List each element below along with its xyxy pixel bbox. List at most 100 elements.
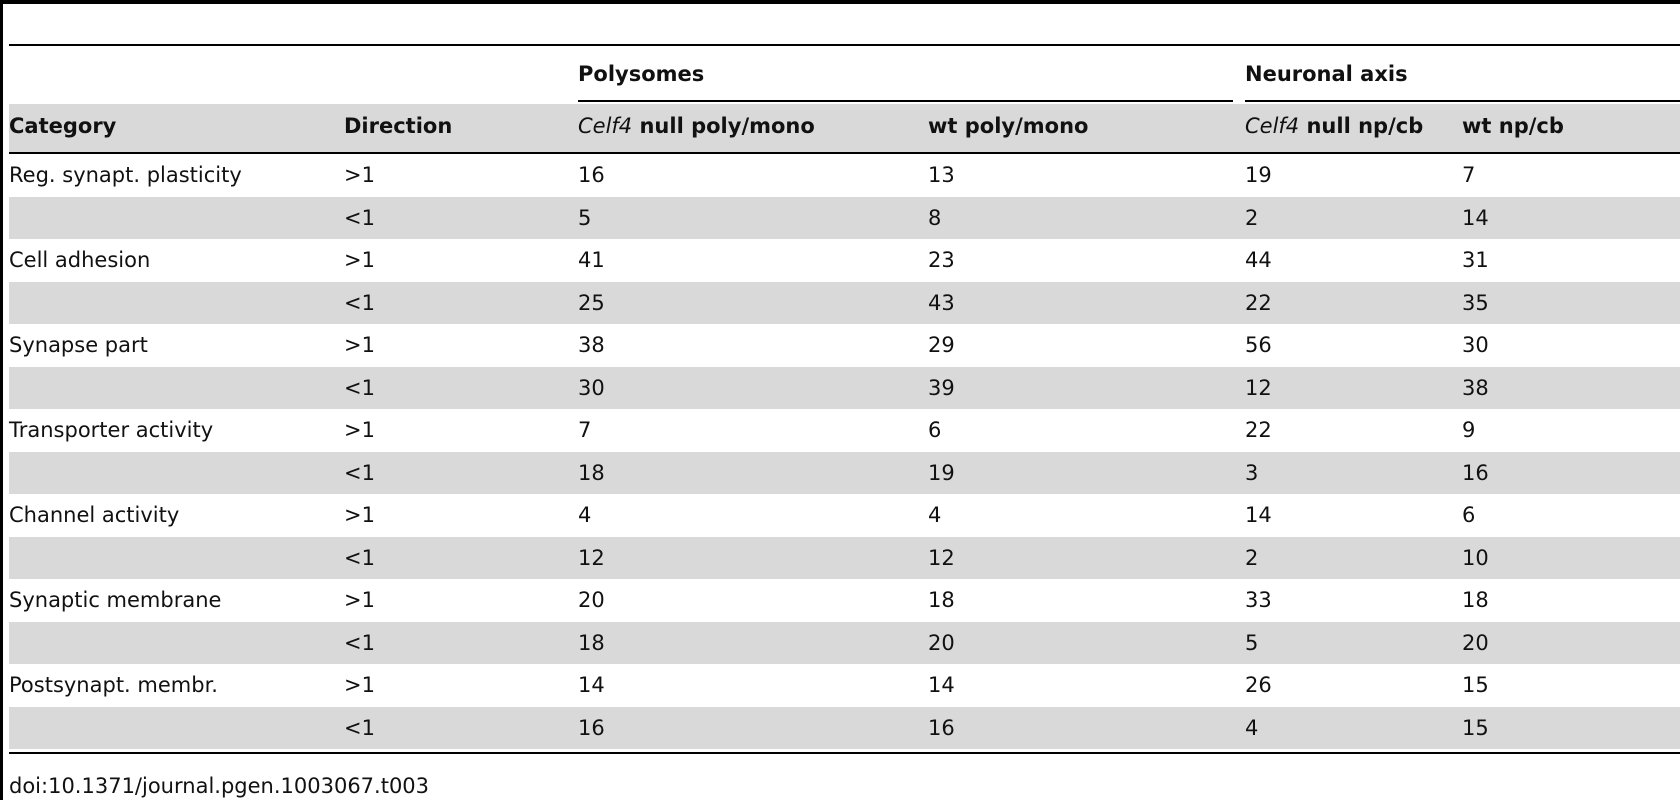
cell-wt-np-cb: 30 <box>1462 333 1489 357</box>
cell-wt-poly-mono: 19 <box>928 460 955 485</box>
header-category: Category <box>9 114 117 138</box>
table-body: Reg. synapt. plasticity >1 16 13 19 7 <1 5 8 2 14 C… <box>9 154 1680 749</box>
cell-direction: <1 <box>344 630 375 655</box>
cell-wt-poly-mono: 18 <box>928 588 955 612</box>
header-wt-np-cb: wt np/cb <box>1462 114 1564 138</box>
cell-direction: >1 <box>344 248 375 272</box>
cell-wt-poly-mono: 16 <box>928 715 955 740</box>
cell-category: Transporter activity <box>9 418 214 442</box>
group-polysomes: Polysomes <box>578 62 705 86</box>
table-row: <1 18 20 5 20 <box>9 621 1680 664</box>
group-header-row: Polysomes Neuronal axis <box>9 46 1680 102</box>
cell-direction: <1 <box>344 545 375 570</box>
cell-celf4-null-poly-mono: 18 <box>578 630 605 655</box>
cell-celf4-null-np-cb: 33 <box>1245 588 1272 612</box>
cell-wt-np-cb: 31 <box>1462 248 1489 272</box>
table-top-rule <box>9 44 1680 46</box>
cell-category: Postsynapt. membr. <box>9 673 218 697</box>
table-row: <1 5 8 2 14 <box>9 196 1680 239</box>
cell-celf4-null-np-cb: 26 <box>1245 673 1272 697</box>
table-row: Synaptic membrane >1 20 18 33 18 <box>9 579 1680 622</box>
cell-wt-poly-mono: 4 <box>928 503 942 527</box>
cell-wt-np-cb: 20 <box>1462 630 1489 655</box>
cell-wt-np-cb: 10 <box>1462 545 1489 570</box>
cell-celf4-null-poly-mono: 12 <box>578 545 605 570</box>
cell-wt-poly-mono: 23 <box>928 248 955 272</box>
cell-category: Synapse part <box>9 333 148 357</box>
table-row: <1 12 12 2 10 <box>9 536 1680 579</box>
cell-direction: <1 <box>344 205 375 230</box>
group-polysomes-rule <box>578 100 1233 102</box>
cell-wt-np-cb: 38 <box>1462 375 1489 400</box>
cell-wt-poly-mono: 13 <box>928 163 955 187</box>
gene-name-celf4: Celf4 <box>578 114 633 138</box>
cell-wt-np-cb: 9 <box>1462 418 1476 442</box>
left-border-rule <box>0 0 3 800</box>
cell-category: Reg. synapt. plasticity <box>9 163 242 187</box>
cell-wt-np-cb: 16 <box>1462 460 1489 485</box>
header-direction: Direction <box>344 114 453 138</box>
cell-celf4-null-np-cb: 2 <box>1245 545 1259 570</box>
cell-direction: >1 <box>344 673 375 697</box>
cell-direction: >1 <box>344 418 375 442</box>
cell-celf4-null-np-cb: 4 <box>1245 715 1259 740</box>
cell-direction: >1 <box>344 588 375 612</box>
doi-caption: doi:10.1371/journal.pgen.1003067.t003 <box>9 774 430 798</box>
cell-wt-poly-mono: 12 <box>928 545 955 570</box>
cell-wt-poly-mono: 43 <box>928 290 955 315</box>
cell-wt-poly-mono: 29 <box>928 333 955 357</box>
cell-celf4-null-poly-mono: 41 <box>578 248 605 272</box>
cell-celf4-null-np-cb: 44 <box>1245 248 1272 272</box>
table-row: <1 25 43 22 35 <box>9 281 1680 324</box>
table-row: Channel activity >1 4 4 14 6 <box>9 494 1680 537</box>
cell-direction: >1 <box>344 503 375 527</box>
cell-wt-np-cb: 14 <box>1462 205 1489 230</box>
header-celf4-null-poly-mono: Celf4 null poly/mono <box>578 114 815 138</box>
cell-celf4-null-poly-mono: 38 <box>578 333 605 357</box>
header-celf4-null-np-cb: Celf4 null np/cb <box>1245 114 1424 138</box>
table-bottom-rule <box>9 752 1680 754</box>
header-wt-poly-mono: wt poly/mono <box>928 114 1089 138</box>
cell-celf4-null-poly-mono: 30 <box>578 375 605 400</box>
cell-celf4-null-np-cb: 22 <box>1245 418 1272 442</box>
cell-category: Synaptic membrane <box>9 588 222 612</box>
group-neuronal-axis-rule <box>1245 100 1680 102</box>
cell-celf4-null-np-cb: 2 <box>1245 205 1259 230</box>
cell-category: Channel activity <box>9 503 180 527</box>
table-row: Transporter activity >1 7 6 22 9 <box>9 409 1680 452</box>
gene-name-celf4: Celf4 <box>1245 114 1300 138</box>
table-row: <1 16 16 4 15 <box>9 706 1680 749</box>
cell-celf4-null-np-cb: 56 <box>1245 333 1272 357</box>
cell-celf4-null-np-cb: 5 <box>1245 630 1259 655</box>
cell-wt-poly-mono: 14 <box>928 673 955 697</box>
cell-celf4-null-np-cb: 14 <box>1245 503 1272 527</box>
cell-celf4-null-poly-mono: 20 <box>578 588 605 612</box>
cell-celf4-null-poly-mono: 14 <box>578 673 605 697</box>
cell-direction: >1 <box>344 163 375 187</box>
cell-wt-poly-mono: 8 <box>928 205 942 230</box>
cell-wt-poly-mono: 39 <box>928 375 955 400</box>
cell-celf4-null-poly-mono: 16 <box>578 715 605 740</box>
cell-direction: <1 <box>344 460 375 485</box>
cell-wt-np-cb: 35 <box>1462 290 1489 315</box>
cell-celf4-null-np-cb: 3 <box>1245 460 1259 485</box>
table-row: Synapse part >1 38 29 56 30 <box>9 324 1680 367</box>
cell-celf4-null-poly-mono: 4 <box>578 503 592 527</box>
cell-direction: <1 <box>344 375 375 400</box>
cell-celf4-null-poly-mono: 18 <box>578 460 605 485</box>
cell-direction: <1 <box>344 715 375 740</box>
top-thick-rule <box>0 0 1680 4</box>
cell-wt-poly-mono: 20 <box>928 630 955 655</box>
table-row: <1 18 19 3 16 <box>9 451 1680 494</box>
cell-celf4-null-np-cb: 19 <box>1245 163 1272 187</box>
cell-wt-np-cb: 6 <box>1462 503 1476 527</box>
table-row: Reg. synapt. plasticity >1 16 13 19 7 <box>9 154 1680 197</box>
cell-celf4-null-poly-mono: 16 <box>578 163 605 187</box>
cell-wt-np-cb: 18 <box>1462 588 1489 612</box>
cell-category: Cell adhesion <box>9 248 151 272</box>
cell-wt-np-cb: 7 <box>1462 163 1476 187</box>
cell-direction: <1 <box>344 290 375 315</box>
table-row: Postsynapt. membr. >1 14 14 26 15 <box>9 664 1680 707</box>
cell-direction: >1 <box>344 333 375 357</box>
table-row: <1 30 39 12 38 <box>9 366 1680 409</box>
